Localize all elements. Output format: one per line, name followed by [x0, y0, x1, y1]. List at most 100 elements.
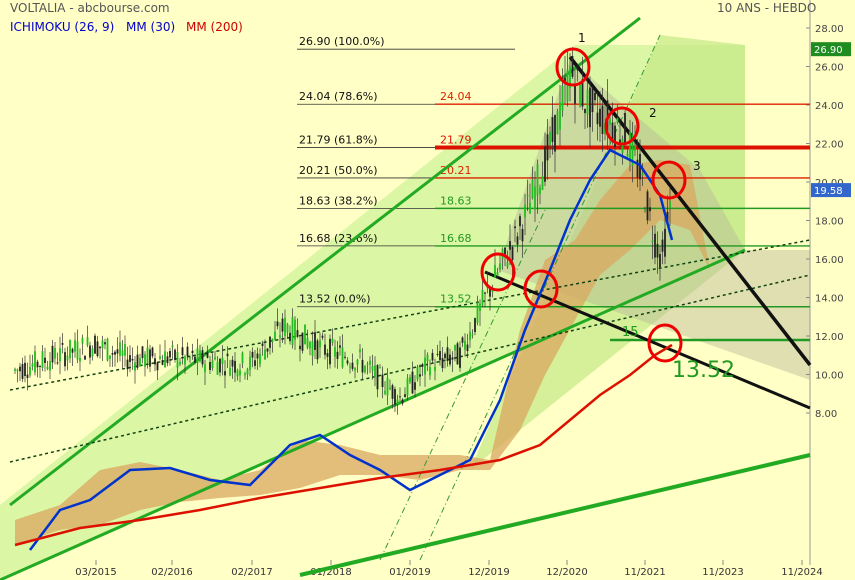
candle-body	[469, 331, 471, 341]
candle-body	[349, 366, 351, 368]
candle-body	[276, 321, 279, 327]
downtrend-line	[568, 55, 812, 367]
candle-body	[356, 359, 359, 365]
candle-body	[206, 352, 209, 358]
candle-body	[369, 360, 371, 365]
candle-body	[449, 354, 451, 365]
candle-body	[164, 351, 166, 368]
candle-body	[579, 84, 581, 107]
candle-body	[244, 373, 246, 376]
candle-body	[176, 351, 179, 368]
y-tick-label: 22.00	[815, 140, 844, 151]
mm30-line	[29, 148, 674, 551]
candle-body	[341, 347, 344, 368]
candle-body	[434, 366, 436, 372]
candle-body	[281, 318, 284, 332]
candle-body	[446, 347, 449, 361]
candle-body	[266, 348, 269, 352]
candle-body	[14, 369, 16, 371]
candle-body	[239, 370, 241, 376]
fib-right-label: 18.63	[440, 194, 472, 207]
candle-body	[519, 216, 521, 227]
candle-body	[219, 358, 221, 373]
candle-body	[321, 335, 324, 338]
x-tick-label: 12/2019	[468, 567, 510, 578]
fib-level-label: 18.63 (38.2%)	[299, 194, 378, 207]
x-tick-label: 01/2018	[310, 567, 352, 578]
legend-mm200: MM (200)	[186, 20, 243, 34]
candle-body	[86, 337, 89, 346]
candle-body	[76, 341, 79, 360]
candle-body	[96, 341, 99, 357]
candle-body	[314, 332, 316, 350]
candle-body	[256, 353, 259, 359]
candle-body	[174, 349, 176, 360]
candle-body	[471, 334, 474, 336]
candle-body	[529, 202, 531, 214]
candle-body	[634, 145, 636, 151]
candle-body	[666, 211, 669, 222]
high-price-tag-bg	[811, 42, 851, 57]
candle-body	[316, 340, 319, 360]
candle-body	[454, 345, 456, 351]
candle-body	[564, 77, 566, 82]
candle-body	[186, 346, 189, 356]
small-level-label: 15	[622, 325, 639, 340]
candle-body	[184, 356, 186, 365]
candle-body	[64, 352, 66, 367]
candle-body	[191, 350, 194, 353]
candle-body	[631, 134, 634, 166]
candle-body	[241, 352, 244, 364]
candle-body	[139, 357, 141, 367]
candle-body	[126, 359, 129, 370]
candle-body	[384, 390, 386, 394]
candle-body	[49, 360, 51, 371]
candle-body	[99, 346, 101, 349]
fib-level-label: 26.90 (100.0%)	[299, 35, 385, 48]
candle-body	[39, 365, 41, 367]
candle-body	[51, 345, 54, 363]
candle-body	[59, 348, 61, 362]
candle-body	[269, 336, 271, 348]
candle-body	[499, 263, 501, 270]
candle-body	[104, 342, 106, 345]
candle-body	[584, 108, 586, 114]
y-tick-label: 16.00	[815, 255, 844, 266]
y-tick-label: 24.00	[815, 101, 844, 112]
candle-body	[664, 228, 666, 257]
candle-body	[431, 352, 434, 361]
candle-body	[411, 371, 414, 394]
candle-body	[29, 366, 31, 376]
candle-body	[366, 363, 369, 365]
candle-body	[196, 348, 199, 364]
candle-body	[331, 338, 334, 343]
candle-body	[636, 159, 639, 178]
ichimoku-cloud	[15, 160, 710, 545]
candle-body	[311, 341, 314, 356]
candle-body	[626, 153, 629, 157]
candle-body	[116, 349, 119, 354]
candle-body	[456, 343, 459, 365]
candle-body	[374, 365, 376, 378]
candle-body	[614, 125, 616, 147]
candle-body	[426, 354, 429, 362]
candle-body	[601, 105, 604, 134]
candle-body	[149, 349, 151, 367]
candle-body	[79, 358, 81, 362]
candle-body	[26, 374, 29, 378]
candle-body	[404, 394, 406, 398]
x-tick-label: 11/2023	[702, 567, 744, 578]
candle-body	[609, 118, 611, 125]
candle-body	[346, 360, 349, 364]
candle-body	[489, 287, 491, 297]
candle-body	[284, 317, 286, 336]
candle-body	[304, 324, 306, 345]
candle-body	[364, 366, 366, 373]
candle-body	[21, 364, 24, 379]
candle-body	[91, 348, 94, 357]
candle-body	[551, 117, 554, 142]
candle-body	[151, 347, 154, 357]
y-tick-label: 10.00	[815, 371, 844, 382]
candle-body	[34, 351, 36, 373]
